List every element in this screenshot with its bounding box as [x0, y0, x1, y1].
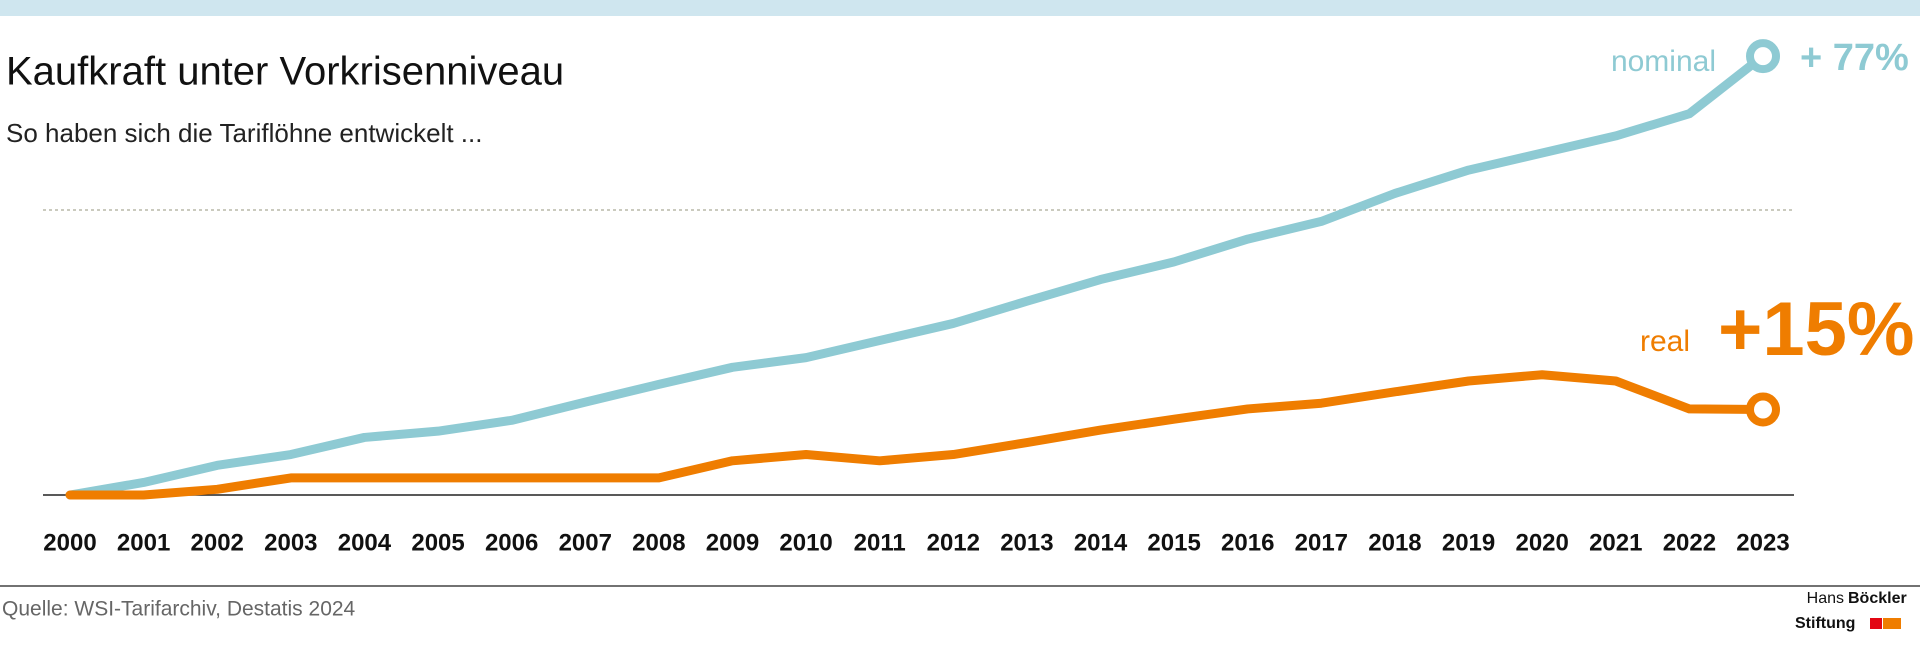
- x-tick-label: 2023: [1736, 529, 1789, 556]
- logo-text: Böckler: [1848, 590, 1907, 607]
- x-tick-label: 2022: [1663, 529, 1716, 556]
- end-marker: [1746, 39, 1780, 74]
- series-label: real: [1640, 325, 1690, 358]
- x-tick-label: 2013: [1000, 529, 1053, 556]
- x-tick-label: 2021: [1589, 529, 1642, 556]
- x-tick-label: 2019: [1442, 529, 1495, 556]
- end-value-label: + 77%: [1800, 37, 1909, 79]
- chart-subtitle: So haben sich die Tariflöhne entwickelt …: [6, 118, 482, 148]
- series-line: [65, 51, 1768, 500]
- end-marker: [1746, 392, 1780, 427]
- x-tick-label: 2015: [1147, 529, 1200, 556]
- series-label: nominal: [1611, 45, 1716, 78]
- x-tick-label: 2008: [632, 529, 685, 556]
- logo-text: Stiftung: [1795, 615, 1855, 632]
- x-tick-label: 2003: [264, 529, 317, 556]
- x-tick-label: 2018: [1368, 529, 1421, 556]
- chart-title: Kaufkraft unter Vorkrisenniveau: [6, 50, 564, 94]
- x-tick-label: 2017: [1295, 529, 1348, 556]
- x-tick-label: 2006: [485, 529, 538, 556]
- x-tick-label: 2009: [706, 529, 759, 556]
- x-tick-label: 2020: [1515, 529, 1568, 556]
- x-tick-label: 2012: [927, 529, 980, 556]
- x-tick-label: 2002: [191, 529, 244, 556]
- logo-mark: [1870, 618, 1882, 629]
- x-tick-label: 2001: [117, 529, 170, 556]
- x-tick-label: 2007: [559, 529, 612, 556]
- x-tick-label: 2010: [779, 529, 832, 556]
- end-value-label: +15%: [1718, 287, 1915, 372]
- top-band: [0, 0, 1920, 16]
- x-tick-label: 2004: [338, 529, 392, 556]
- logo-text: Hans: [1807, 590, 1844, 607]
- x-tick-label: 2016: [1221, 529, 1274, 556]
- logo-mark: [1883, 618, 1901, 629]
- x-tick-label: 2014: [1074, 529, 1128, 556]
- x-tick-label: 2005: [411, 529, 464, 556]
- series-line: [65, 370, 1768, 500]
- x-tick-label: 2011: [854, 529, 906, 556]
- source: Quelle: WSI-Tarifarchiv, Destatis 2024: [2, 598, 356, 621]
- x-tick-label: 2000: [43, 529, 96, 556]
